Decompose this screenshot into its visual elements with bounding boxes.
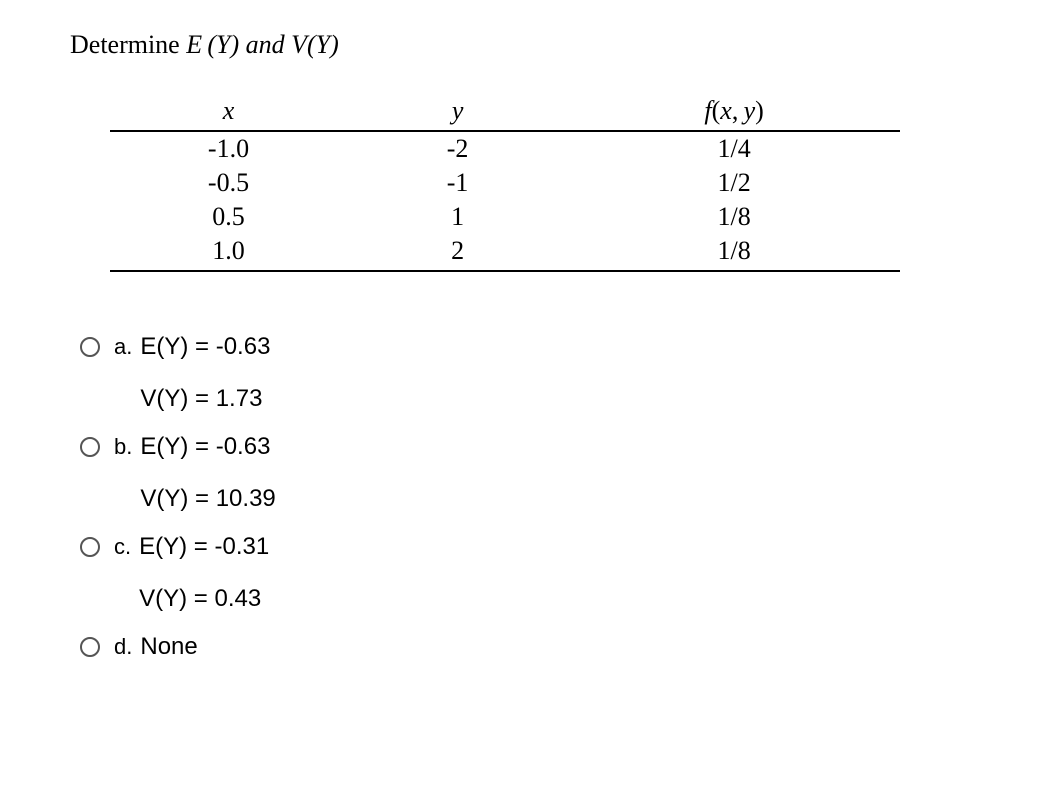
option-line1: E(Y) = -0.63: [140, 432, 275, 462]
cell-x: 0.5: [110, 200, 347, 234]
cell-f: 1/4: [568, 131, 900, 166]
option-line2: V(Y) = 1.73: [140, 384, 270, 414]
header-f-letter: f: [704, 96, 711, 125]
cell-y: -1: [347, 166, 568, 200]
option-line1: E(Y) = -0.31: [139, 532, 269, 562]
cell-f: 1/8: [568, 200, 900, 234]
cell-x: 1.0: [110, 234, 347, 271]
header-close: ): [755, 96, 764, 125]
table-row: 0.5 1 1/8: [110, 200, 900, 234]
option-b[interactable]: b. E(Y) = -0.63 V(Y) = 10.39: [80, 432, 970, 514]
header-y: y: [347, 94, 568, 131]
answer-options: a. E(Y) = -0.63 V(Y) = 1.73 b. E(Y) = -0…: [80, 332, 970, 662]
prompt-e: E (Y): [186, 30, 239, 59]
cell-x: -0.5: [110, 166, 347, 200]
option-body: E(Y) = -0.63 V(Y) = 1.73: [140, 332, 270, 414]
header-x: x: [110, 94, 347, 131]
option-line1: E(Y) = -0.63: [140, 332, 270, 362]
cell-x: -1.0: [110, 131, 347, 166]
table-row: -0.5 -1 1/2: [110, 166, 900, 200]
option-line2: V(Y) = 0.43: [139, 584, 269, 614]
option-body: E(Y) = -0.31 V(Y) = 0.43: [139, 532, 269, 614]
prompt-prefix: Determine: [70, 30, 186, 59]
question-prompt: Determine E (Y) and V(Y): [70, 30, 970, 60]
option-letter: a.: [114, 332, 132, 362]
cell-y: -2: [347, 131, 568, 166]
header-fxy: f(x, y): [568, 94, 900, 131]
radio-icon[interactable]: [80, 437, 100, 457]
option-d[interactable]: d. None: [80, 632, 970, 662]
header-vy: y: [744, 96, 756, 125]
table-row: -1.0 -2 1/4: [110, 131, 900, 166]
header-comma: ,: [732, 96, 744, 125]
cell-y: 1: [347, 200, 568, 234]
table-header-row: x y f(x, y): [110, 94, 900, 131]
table-row: 1.0 2 1/8: [110, 234, 900, 271]
cell-f: 1/2: [568, 166, 900, 200]
question-page: Determine E (Y) and V(Y) x y f(x, y) -1.…: [0, 0, 1040, 700]
radio-icon[interactable]: [80, 637, 100, 657]
option-a[interactable]: a. E(Y) = -0.63 V(Y) = 1.73: [80, 332, 970, 414]
prompt-mid: and: [239, 30, 291, 59]
option-letter: b.: [114, 432, 132, 462]
radio-icon[interactable]: [80, 337, 100, 357]
radio-icon[interactable]: [80, 537, 100, 557]
header-open: (: [712, 96, 721, 125]
option-line2: V(Y) = 10.39: [140, 484, 275, 514]
cell-y: 2: [347, 234, 568, 271]
option-body: None: [140, 632, 197, 662]
option-letter: d.: [114, 632, 132, 662]
option-body: E(Y) = -0.63 V(Y) = 10.39: [140, 432, 275, 514]
option-line1: None: [140, 632, 197, 662]
option-c[interactable]: c. E(Y) = -0.31 V(Y) = 0.43: [80, 532, 970, 614]
header-vx: x: [720, 96, 732, 125]
distribution-table: x y f(x, y) -1.0 -2 1/4 -0.5 -1 1/2: [110, 94, 900, 272]
prompt-v: V(Y): [291, 30, 339, 59]
option-letter: c.: [114, 532, 131, 562]
cell-f: 1/8: [568, 234, 900, 271]
